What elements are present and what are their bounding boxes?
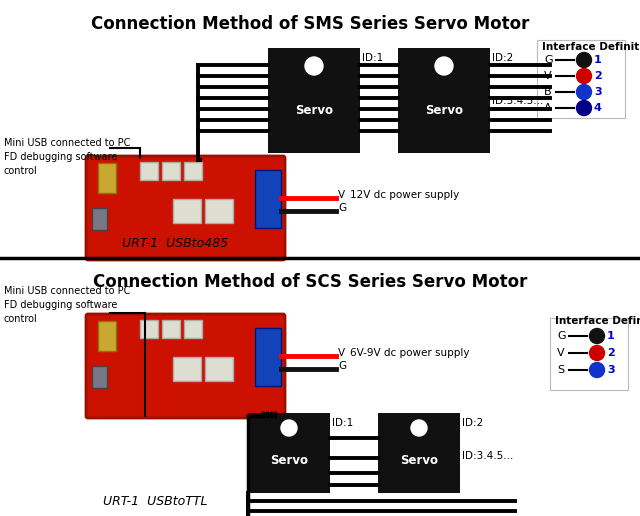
- Bar: [92, 366, 107, 388]
- Text: ID:2: ID:2: [492, 53, 513, 63]
- Text: 12V dc power supply: 12V dc power supply: [350, 190, 460, 200]
- Bar: [140, 162, 158, 180]
- Text: ID:3.4.5...: ID:3.4.5...: [492, 96, 543, 106]
- Text: ID:1: ID:1: [362, 53, 383, 63]
- Text: 2: 2: [594, 71, 602, 81]
- Bar: [205, 357, 233, 381]
- FancyBboxPatch shape: [86, 314, 285, 418]
- Text: 1: 1: [607, 331, 615, 341]
- Bar: [140, 320, 158, 338]
- Text: ID:3.4.5...: ID:3.4.5...: [462, 451, 513, 461]
- Circle shape: [577, 69, 591, 84]
- Text: 1: 1: [594, 55, 602, 65]
- Bar: [184, 320, 202, 338]
- Text: Interface Definition: Interface Definition: [542, 42, 640, 52]
- Bar: [205, 199, 233, 223]
- FancyBboxPatch shape: [86, 156, 285, 260]
- Circle shape: [589, 329, 605, 344]
- Text: Servo: Servo: [425, 104, 463, 117]
- Bar: [398, 48, 490, 153]
- Bar: [248, 413, 330, 493]
- Circle shape: [577, 101, 591, 116]
- Circle shape: [305, 57, 323, 75]
- Bar: [98, 321, 116, 351]
- Text: B: B: [544, 87, 552, 97]
- Text: G: G: [338, 203, 346, 213]
- Text: ID:1: ID:1: [332, 418, 353, 428]
- Text: Connection Method of SCS Series Servo Motor: Connection Method of SCS Series Servo Mo…: [93, 273, 527, 291]
- Text: Servo: Servo: [270, 455, 308, 467]
- Bar: [162, 320, 180, 338]
- Text: V: V: [544, 71, 552, 81]
- Text: A: A: [544, 103, 552, 113]
- Text: ID:2: ID:2: [462, 418, 483, 428]
- Text: Mini USB connected to PC
FD debugging software
control: Mini USB connected to PC FD debugging so…: [4, 286, 131, 324]
- Text: G: G: [557, 331, 566, 341]
- Bar: [550, 318, 628, 390]
- Circle shape: [577, 53, 591, 68]
- Text: URT-1  USBtoTTL: URT-1 USBtoTTL: [103, 495, 207, 508]
- Circle shape: [411, 420, 427, 436]
- Bar: [92, 208, 107, 230]
- Circle shape: [577, 85, 591, 100]
- Text: Servo: Servo: [295, 104, 333, 117]
- Bar: [184, 162, 202, 180]
- Circle shape: [589, 363, 605, 378]
- Bar: [98, 163, 116, 193]
- Text: 2: 2: [607, 348, 615, 358]
- Circle shape: [435, 57, 453, 75]
- Text: 6V-9V dc power supply: 6V-9V dc power supply: [350, 348, 470, 358]
- Text: Servo: Servo: [400, 455, 438, 467]
- Bar: [537, 40, 625, 118]
- Text: 3: 3: [594, 87, 602, 97]
- Text: G: G: [338, 361, 346, 371]
- Bar: [255, 170, 281, 228]
- Text: G: G: [544, 55, 552, 65]
- Text: Mini USB connected to PC
FD debugging software
control: Mini USB connected to PC FD debugging so…: [4, 138, 131, 176]
- Bar: [268, 48, 360, 153]
- Text: V: V: [338, 190, 345, 200]
- Text: S: S: [557, 365, 564, 375]
- Bar: [255, 328, 281, 386]
- Text: V: V: [557, 348, 564, 358]
- Text: Connection Method of SMS Series Servo Motor: Connection Method of SMS Series Servo Mo…: [91, 15, 529, 33]
- Text: Interface Definition: Interface Definition: [555, 316, 640, 326]
- Circle shape: [589, 346, 605, 361]
- Text: 3: 3: [607, 365, 614, 375]
- Bar: [162, 162, 180, 180]
- Text: V: V: [338, 348, 345, 358]
- Circle shape: [281, 420, 297, 436]
- Text: URT-1  USBto485: URT-1 USBto485: [122, 237, 228, 250]
- Bar: [173, 199, 201, 223]
- Text: 4: 4: [594, 103, 602, 113]
- Bar: [378, 413, 460, 493]
- Bar: [173, 357, 201, 381]
